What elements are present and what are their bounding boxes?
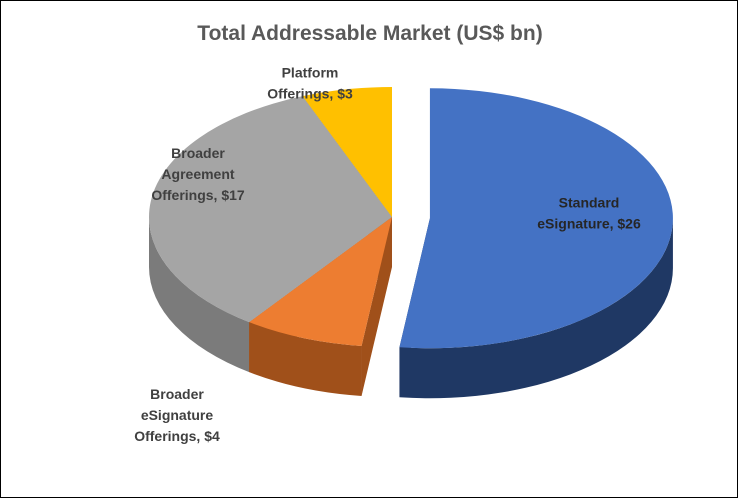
broader-esignature-offerings-slice [249, 217, 392, 346]
platform-offerings-slice [302, 87, 392, 217]
data-label-line: eSignature [141, 407, 214, 423]
broader-agreement-offerings-slice [149, 96, 392, 323]
data-label-line: Offerings, $4 [134, 428, 220, 444]
data-label-line: Offerings, $3 [267, 86, 353, 102]
broader-esignature-offerings-side-wall [249, 322, 362, 396]
data-label-platform-offerings: Platform Offerings, $3 [267, 65, 353, 102]
pie-layer [149, 87, 673, 399]
data-label-line: Agreement [161, 166, 234, 182]
broader-agreement-offerings-side-wall [149, 217, 250, 373]
data-label-line: eSignature, $26 [537, 216, 641, 232]
standard-esignature-slice [399, 88, 673, 349]
data-label-line: Standard [559, 195, 620, 211]
label-layer: Standard eSignature, $26 Broader eSignature… [134, 65, 641, 445]
data-label-line: Broader [171, 145, 225, 161]
data-label-line: Broader [150, 386, 204, 402]
data-label-standard-esignature: Standard eSignature, $26 [537, 195, 641, 232]
data-label-broader-esignature-offerings: Broader eSignature Offerings, $4 [134, 386, 220, 444]
standard-esignature-side-wall [399, 218, 673, 399]
data-label-line: Platform [282, 65, 339, 81]
data-label-broader-agreement-offerings: Broader Agreement Offerings, $17 [151, 145, 245, 203]
chart-title: Total Addressable Market (US$ bn) [197, 22, 542, 45]
data-label-line: Offerings, $17 [151, 187, 245, 203]
